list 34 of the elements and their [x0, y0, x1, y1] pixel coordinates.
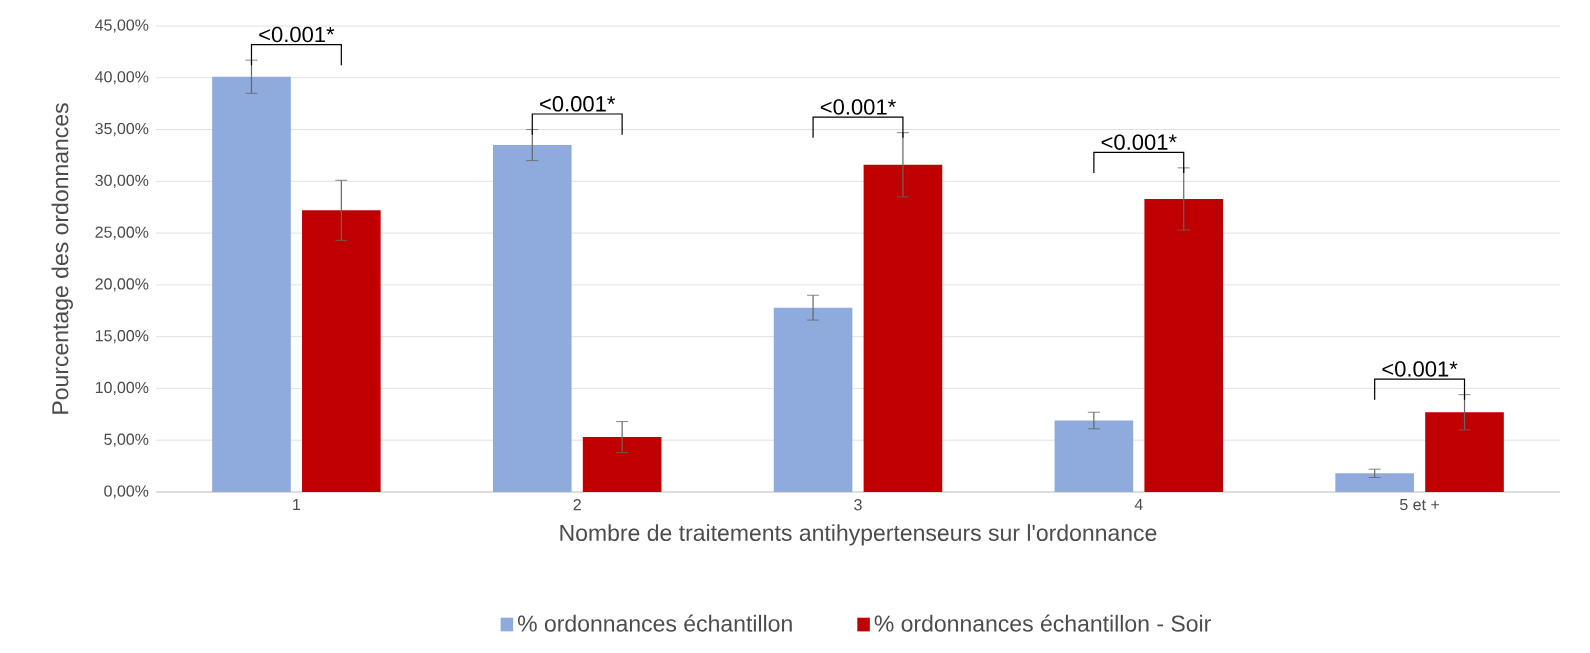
bar	[302, 210, 381, 492]
legend-label: % ordonnances échantillon - Soir	[874, 614, 1211, 632]
bar	[1335, 473, 1414, 492]
x-tick-label: 4	[1134, 499, 1143, 511]
annotation: <0.001*	[1382, 361, 1458, 377]
y-tick-label: 5,00%	[104, 433, 149, 447]
y-tick-label: 35,00%	[95, 122, 149, 137]
y-tick-label: 40,00%	[95, 71, 149, 85]
y-tick-label: 0,00%	[104, 485, 149, 499]
y-tick-label: 20,00%	[95, 278, 149, 292]
y-tick-label: 10,00%	[95, 381, 149, 396]
bar	[582, 437, 662, 492]
bar	[1425, 412, 1504, 492]
y-tick-label: 25,00%	[95, 226, 149, 240]
annotation: <0.001*	[820, 99, 896, 115]
x-tick-label: 2	[573, 499, 581, 511]
bar	[773, 307, 853, 492]
annotation: <0.001*	[1101, 134, 1177, 150]
bar	[1054, 420, 1134, 492]
bar	[1144, 198, 1224, 492]
y-axis-title: Pourcentage des ordonnances	[51, 103, 73, 414]
x-tick-label: 3	[854, 499, 862, 511]
y-tick-label: 45,00%	[95, 19, 149, 33]
x-tick-label: 5 et +	[1399, 499, 1440, 511]
x-tick-label: 1	[293, 499, 301, 511]
y-tick-label: 30,00%	[95, 174, 149, 188]
legend-label: % ordonnances échantillon	[517, 614, 792, 632]
y-tick-label: 15,00%	[95, 330, 149, 344]
bar	[492, 145, 572, 492]
bar	[212, 76, 291, 492]
annotation: <0.001*	[540, 96, 616, 112]
x-axis-title: Nombre de traitements antihypertenseurs sur l'ordonnance	[560, 524, 1157, 546]
annotation: <0.001*	[259, 26, 335, 43]
bar	[863, 164, 943, 492]
